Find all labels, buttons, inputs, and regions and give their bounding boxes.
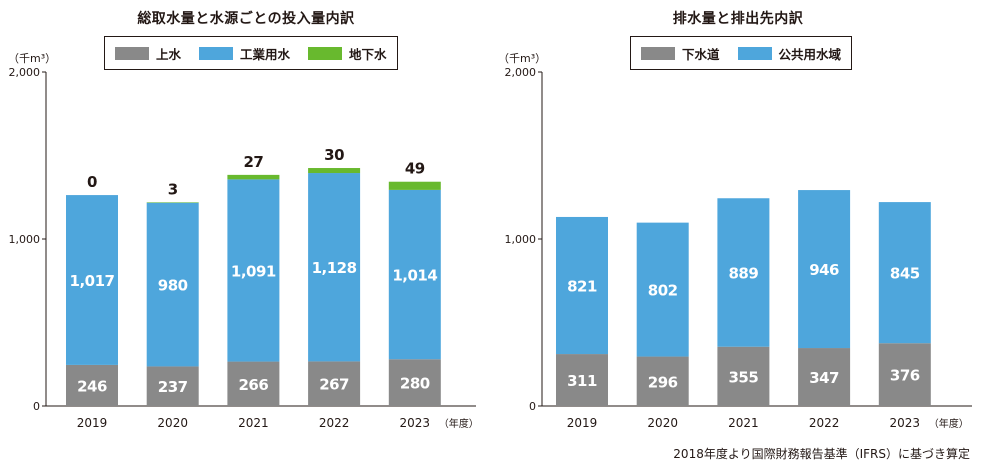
- legend-item-tap-water: 上水: [115, 44, 181, 63]
- data-label: 246: [77, 377, 107, 395]
- bar-segment: [798, 348, 851, 406]
- legend-swatch: [737, 46, 772, 60]
- x-tick-label: 2019: [567, 416, 598, 430]
- data-label: 267: [319, 376, 349, 394]
- legend-label: 地下水: [349, 46, 387, 62]
- data-label: 1,014: [392, 267, 437, 285]
- bar-segment: [556, 354, 608, 406]
- data-label: 237: [158, 378, 188, 396]
- x-tick-label: 2022: [319, 416, 350, 430]
- data-label: 311: [567, 372, 597, 390]
- legend: 上水 工業用水 地下水: [104, 36, 398, 70]
- y-axis-unit: （千m³）: [498, 52, 547, 65]
- bar-segment: [227, 174, 280, 180]
- bar-segment: [717, 198, 770, 347]
- bar-segment: [636, 222, 689, 357]
- bar-segment: [146, 202, 199, 203]
- x-tick-label: 2021: [238, 416, 269, 430]
- bar-segment: [388, 189, 441, 360]
- data-label: 845: [890, 265, 920, 283]
- bar-segment: [717, 346, 770, 406]
- plot-area: 0 1,000 2,000 311 821 2019 296 802 2020 355 889 202…: [505, 66, 972, 430]
- bar-segment: [146, 366, 199, 406]
- data-label: 980: [158, 277, 188, 295]
- legend-swatch: [641, 46, 675, 60]
- data-label: 3: [168, 180, 178, 198]
- bar-segment: [636, 356, 689, 406]
- data-label: 802: [648, 282, 678, 300]
- x-tick-label: 2021: [728, 416, 759, 430]
- bar-segment: [388, 181, 441, 190]
- y-tick-label: 2,000: [9, 66, 41, 79]
- data-label: 27: [243, 153, 263, 171]
- data-label: 355: [728, 368, 758, 386]
- x-axis-unit: （年度）: [439, 417, 479, 430]
- legend-label: 公共用水域: [778, 46, 842, 62]
- data-label: 0: [87, 173, 97, 191]
- y-tick-label: 1,000: [9, 233, 41, 246]
- bar-segment: [798, 190, 851, 349]
- bar-segment: [308, 168, 361, 174]
- footnote: 2018年度より国際財務報告基準（IFRS）に基づき算定: [673, 447, 970, 461]
- water-intake-chart: 総取水量と水源ごとの投入量内訳 上水 工業用水 地下水 （千m³） 0 1,000…: [8, 11, 479, 430]
- y-tick-label: 0: [529, 400, 536, 413]
- data-label: 889: [728, 264, 758, 282]
- bar-segment: [878, 343, 931, 406]
- legend-item-sewer: 下水道: [641, 44, 720, 63]
- x-tick-label: 2020: [157, 416, 188, 430]
- data-label: 1,017: [70, 272, 115, 290]
- x-axis-unit: （年度）: [929, 417, 969, 430]
- chart-title: 総取水量と水源ごとの投入量内訳: [137, 11, 355, 27]
- x-tick-label: 2022: [809, 416, 840, 430]
- bar-segment: [308, 173, 361, 362]
- bar-segment: [146, 202, 199, 367]
- legend-swatch: [115, 46, 149, 60]
- bar-segment: [388, 359, 441, 406]
- data-label: 296: [648, 373, 678, 391]
- bar-segment: [556, 216, 608, 355]
- data-label: 280: [400, 375, 430, 393]
- data-label: 266: [238, 376, 268, 394]
- data-label: 347: [809, 369, 839, 387]
- y-axis-unit: （千m³）: [8, 52, 57, 65]
- data-label: 946: [809, 261, 839, 279]
- chart-title: 排水量と排出先内訳: [672, 11, 804, 27]
- y-tick-label: 1,000: [505, 233, 537, 246]
- legend-item-industrial-water: 工業用水: [199, 44, 290, 63]
- legend-label: 上水: [156, 46, 182, 62]
- bar-segment: [878, 202, 931, 344]
- y-tick-label: 2,000: [505, 66, 537, 79]
- bar-segment: [66, 364, 118, 406]
- bar-segment: [308, 361, 361, 406]
- data-label: 49: [405, 160, 425, 178]
- data-label: 30: [324, 146, 344, 164]
- legend-label: 工業用水: [240, 46, 291, 62]
- bar-segment: [227, 179, 280, 362]
- legend-label: 下水道: [682, 46, 720, 62]
- x-tick-label: 2020: [647, 416, 678, 430]
- legend: 下水道 公共用水域: [630, 36, 853, 70]
- bar-segment: [66, 195, 118, 365]
- legend-item-groundwater: 地下水: [308, 44, 387, 63]
- x-tick-label: 2019: [77, 416, 108, 430]
- legend-item-public-water: 公共用水域: [737, 44, 842, 63]
- data-label: 1,128: [312, 259, 357, 277]
- plot-area: 0 1,000 2,000 246 1,017 0 2019 237 980 3 2020 266 1,…: [9, 66, 479, 430]
- legend-swatch: [308, 46, 343, 60]
- y-tick-label: 0: [33, 400, 40, 413]
- data-label: 821: [567, 278, 597, 296]
- legend-swatch: [199, 46, 234, 60]
- data-label: 1,091: [231, 262, 276, 280]
- wastewater-chart: 排水量と排出先内訳 下水道 公共用水域 （千m³） 0 1,000 2,000 311…: [492, 0, 984, 470]
- x-tick-label: 2023: [400, 416, 431, 430]
- bar-segment: [227, 361, 280, 406]
- data-label: 376: [890, 367, 920, 385]
- x-tick-label: 2023: [890, 416, 921, 430]
